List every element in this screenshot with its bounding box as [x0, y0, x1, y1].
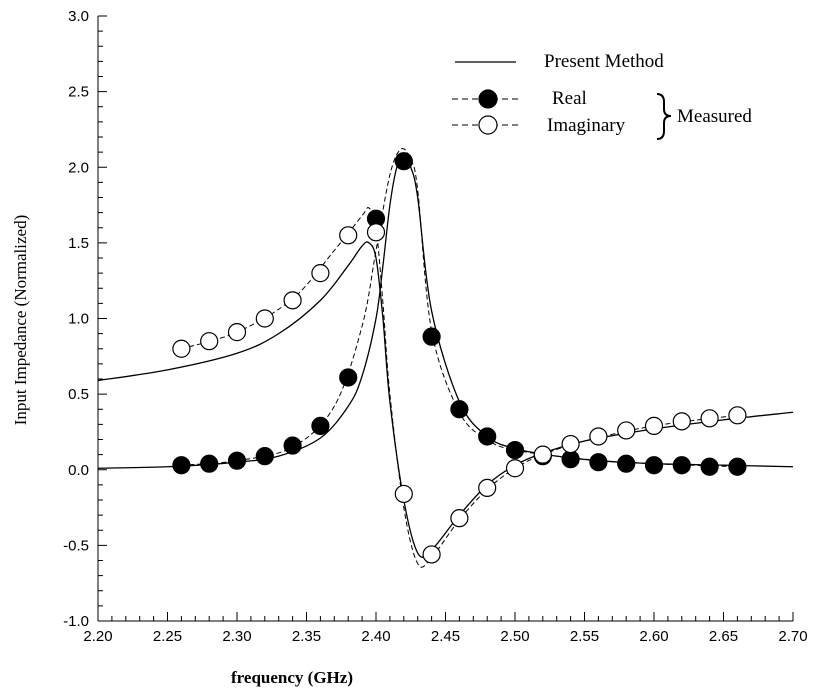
marker-real-real: [172, 456, 191, 475]
legend-label-imaginary: Imaginary: [547, 115, 626, 136]
y-tick-label: 0.5: [68, 386, 89, 403]
marker-real-real: [700, 457, 719, 476]
marker-real-real: [339, 368, 358, 387]
marker-imaginary-imaginary: [700, 409, 719, 428]
marker-real-real: [644, 456, 664, 475]
marker-imaginary-imaginary: [672, 412, 691, 431]
axes: 2.20 2.25 2.30 2.35 2.40 2.45 2.50 2.55 2.60 2.65…: [63, 8, 807, 645]
y-tick-label: -1.0: [63, 613, 89, 630]
x-tick-label: 2.40: [361, 628, 390, 645]
legend-marker-imaginary: [478, 115, 498, 135]
marker-imaginary-imaginary: [478, 478, 497, 497]
marker-real-real: [227, 451, 247, 470]
marker-real-real: [728, 457, 747, 476]
marker-imaginary-imaginary: [366, 223, 386, 242]
marker-real-real: [200, 454, 219, 473]
curve-present-method-imaginary: [97, 241, 794, 558]
y-axis-title: Input Impedance (Normalized): [11, 215, 30, 426]
marker-real-real: [478, 427, 497, 446]
marker-real-real: [255, 447, 274, 466]
marker-real-real: [311, 416, 330, 435]
marker-real-real: [450, 400, 469, 419]
legend-label-real: Real: [552, 88, 587, 109]
legend-label-measured: Measured: [677, 106, 752, 127]
markers: [172, 152, 747, 564]
x-tick-label: 2.45: [431, 628, 460, 645]
marker-imaginary-imaginary: [283, 291, 302, 310]
marker-imaginary-imaginary: [644, 416, 664, 435]
marker-imaginary-imaginary: [505, 459, 525, 478]
marker-imaginary-imaginary: [617, 421, 636, 440]
x-tick-label: 2.20: [83, 628, 112, 645]
marker-imaginary-imaginary: [255, 309, 274, 328]
x-tick-label: 2.65: [709, 628, 738, 645]
marker-imaginary-imaginary: [311, 264, 330, 283]
marker-imaginary-imaginary: [200, 332, 219, 351]
marker-imaginary-imaginary: [172, 339, 191, 358]
x-tick-label: 2.55: [570, 628, 599, 645]
marker-imaginary-imaginary: [533, 445, 552, 464]
legend-marker-real: [478, 89, 498, 109]
curves: [97, 148, 794, 568]
y-tick-label: 1.0: [68, 311, 89, 328]
marker-real-real: [422, 327, 441, 346]
x-axis-title: frequency (GHz): [231, 668, 353, 687]
y-tick-label: 0.0: [68, 462, 89, 479]
marker-real-real: [394, 152, 413, 171]
marker-imaginary-imaginary: [561, 434, 580, 454]
marker-real-real: [283, 436, 302, 455]
x-tick-label: 2.30: [222, 628, 251, 645]
marker-imaginary-imaginary: [339, 226, 358, 245]
legend: Present Method Real Imaginary Measured: [452, 51, 752, 140]
marker-real-real: [505, 440, 525, 460]
marker-real-real: [589, 453, 608, 472]
marker-imaginary-imaginary: [394, 484, 413, 504]
marker-real-real: [561, 450, 580, 469]
legend-brace: [656, 93, 672, 140]
marker-imaginary-imaginary: [422, 545, 441, 564]
x-tick-label: 2.50: [500, 628, 529, 645]
legend-label-present-method: Present Method: [544, 51, 664, 72]
x-tick-label: 2.35: [292, 628, 321, 645]
marker-imaginary-imaginary: [728, 406, 747, 425]
marker-real-real: [617, 454, 636, 473]
x-tick-label: 2.25: [153, 628, 182, 645]
marker-imaginary-imaginary: [227, 323, 247, 342]
marker-imaginary-imaginary: [450, 509, 469, 528]
x-tick-label: 2.70: [778, 628, 807, 645]
y-tick-label: 1.5: [68, 235, 89, 252]
y-tick-label: 2.0: [68, 159, 89, 176]
y-tick-label: 2.5: [68, 84, 89, 101]
marker-real-real: [672, 456, 691, 475]
y-tick-label: -0.5: [63, 537, 89, 554]
y-tick-label: 3.0: [68, 8, 89, 25]
x-tick-label: 2.60: [639, 628, 668, 645]
marker-imaginary-imaginary: [589, 427, 608, 446]
